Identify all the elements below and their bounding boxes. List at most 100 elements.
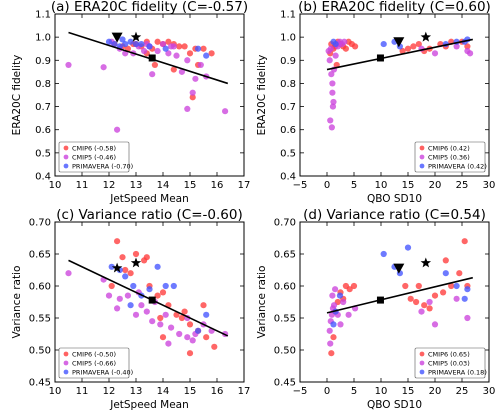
y-axis-label: ERA20C fidelity — [256, 55, 268, 136]
point-primavera — [122, 273, 129, 280]
y-tick-label: 0.7 — [35, 102, 51, 113]
x-tick-label: 20 — [429, 180, 442, 191]
point-cmip5 — [464, 314, 471, 322]
point-cmip6 — [170, 66, 177, 73]
y-tick-label: 0.8 — [280, 79, 296, 90]
point-cmip5 — [184, 334, 191, 341]
point-primavera — [203, 311, 210, 318]
point-cmip5 — [330, 302, 338, 309]
point-cmip6 — [413, 298, 420, 306]
point-primavera — [464, 286, 471, 293]
point-cmip5 — [176, 330, 183, 338]
y-tick-label: 0.7 — [280, 102, 296, 113]
y-tick-label: 0.60 — [274, 282, 296, 293]
point-cmip5 — [124, 292, 131, 299]
point-cmip5 — [327, 117, 334, 124]
point-primavera — [146, 43, 153, 50]
point-cmip5 — [65, 270, 72, 277]
reference-square-marker — [376, 54, 384, 62]
point-cmip6 — [143, 254, 150, 261]
reference-square-marker — [148, 296, 156, 304]
point-cmip6 — [181, 43, 188, 50]
point-cmip5 — [328, 124, 335, 131]
y-tick-label: 0.6 — [35, 125, 51, 136]
point-cmip6 — [328, 350, 335, 357]
x-tick-label: 14 — [157, 386, 170, 397]
x-tick-label: 16 — [211, 180, 224, 191]
point-primavera — [380, 40, 387, 48]
legend-label: CMIP5 (0.36) — [428, 153, 470, 161]
y-tick-label: 0.4 — [280, 172, 296, 183]
point-primavera — [195, 45, 202, 52]
legend-label: CMIP5 (0.03) — [428, 359, 470, 367]
point-cmip5 — [197, 61, 204, 69]
point-primavera — [127, 302, 134, 309]
x-tick-label: 15 — [184, 180, 197, 191]
x-tick-label: 15 — [402, 386, 415, 397]
y-tick-label: 0.65 — [274, 250, 296, 261]
point-cmip6 — [189, 94, 196, 101]
legend-swatch-cmip5 — [63, 360, 69, 366]
point-cmip5 — [192, 75, 199, 82]
point-cmip5 — [178, 68, 185, 75]
x-tick-label: 25 — [456, 386, 469, 397]
point-cmip6 — [157, 314, 164, 322]
point-cmip5 — [184, 105, 191, 112]
point-cmip5 — [149, 71, 156, 78]
point-cmip5 — [330, 98, 337, 106]
point-cmip5 — [431, 321, 439, 328]
point-primavera — [330, 321, 337, 328]
point-cmip6 — [181, 308, 188, 315]
point-cmip6 — [421, 302, 428, 309]
y-tick-label: 0.9 — [280, 56, 296, 67]
point-cmip6 — [410, 43, 417, 50]
legend-swatch-primavera — [63, 163, 69, 169]
plot-frame — [299, 221, 490, 383]
point-primavera — [132, 40, 140, 48]
legend: CMIP6 (-0.50)CMIP5 (-0.66)PRIMAVERA (-0.… — [58, 347, 133, 379]
point-cmip5 — [467, 50, 474, 57]
x-tick-label: 25 — [456, 180, 469, 191]
point-cmip6 — [456, 270, 463, 277]
x-tick-label: 16 — [211, 386, 224, 397]
legend-label: CMIP6 (-0.50) — [72, 350, 116, 358]
legend-swatch-cmip6 — [63, 351, 69, 357]
point-cmip6 — [440, 289, 447, 296]
legend-swatch-primavera — [419, 369, 425, 375]
point-primavera — [453, 282, 460, 290]
reference-star-marker — [420, 31, 432, 42]
y-axis-label: Variance ratio — [11, 266, 23, 339]
x-tick-label: 20 — [429, 386, 442, 397]
y-tick-label: 0.8 — [35, 79, 51, 90]
x-tick-label: 10 — [49, 386, 62, 397]
point-primavera — [195, 327, 202, 334]
y-tick-label: 0.9 — [35, 56, 51, 67]
point-cmip6 — [407, 295, 414, 302]
point-cmip6 — [464, 43, 471, 50]
point-cmip6 — [159, 289, 167, 296]
point-cmip6 — [178, 314, 185, 322]
legend-label: CMIP5 (-0.66) — [72, 359, 116, 367]
point-primavera — [162, 282, 169, 290]
plot-frame — [54, 13, 245, 177]
point-cmip6 — [186, 321, 194, 328]
point-cmip5 — [162, 311, 169, 318]
point-primavera — [130, 282, 137, 290]
legend-box — [58, 347, 130, 379]
x-tick-label: 10 — [49, 180, 62, 191]
point-cmip6 — [415, 40, 422, 48]
y-tick-label: 0.5 — [280, 148, 296, 159]
point-cmip5 — [165, 50, 172, 57]
y-tick-label: 1.1 — [280, 10, 296, 21]
reference-star-marker — [130, 31, 142, 42]
y-tick-label: 0.4 — [35, 172, 51, 183]
reference-square-marker — [376, 296, 384, 304]
point-primavera — [336, 292, 344, 299]
regression-line — [326, 38, 473, 71]
data-layer — [326, 238, 473, 357]
y-tick-label: 0.55 — [274, 314, 296, 325]
point-cmip6 — [186, 350, 194, 357]
point-cmip6 — [426, 305, 433, 312]
point-cmip6 — [186, 50, 194, 57]
